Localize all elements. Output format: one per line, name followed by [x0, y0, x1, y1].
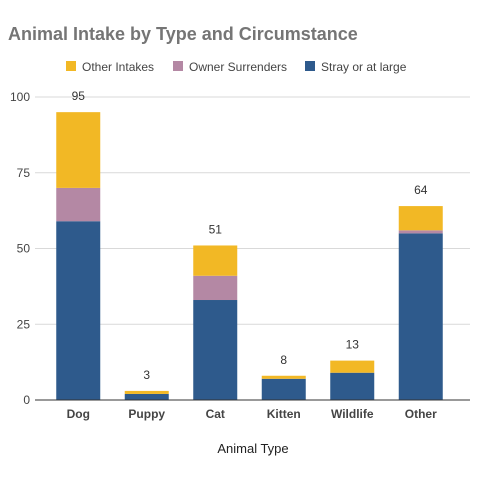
legend-swatch	[305, 61, 315, 71]
total-label: 3	[143, 368, 150, 382]
legend-swatch	[173, 61, 183, 71]
x-axis-ticks: Dog Puppy Cat Kitten Wildlife Other	[67, 407, 437, 421]
x-tick-label: Dog	[67, 407, 90, 421]
y-tick-label: 50	[17, 242, 31, 256]
bar-segment	[398, 230, 443, 234]
bar-segment	[330, 360, 375, 373]
bar-segment	[398, 206, 443, 231]
y-tick-label: 0	[23, 393, 30, 407]
x-tick-label: Other	[405, 407, 437, 421]
y-tick-label: 75	[17, 166, 31, 180]
legend-label: Owner Surrenders	[189, 60, 287, 74]
legend-swatch	[66, 61, 76, 71]
total-label: 8	[280, 353, 287, 367]
legend-label: Other Intakes	[82, 60, 154, 74]
bar-segment	[193, 275, 238, 301]
bar-segment	[330, 372, 375, 400]
y-axis-ticks: 0 25 50 75 100	[10, 90, 30, 407]
legend-label: Stray or at large	[321, 60, 407, 74]
bar-segment	[124, 390, 169, 394]
bar-segment	[56, 187, 101, 222]
bar-segment	[398, 233, 443, 400]
bar-segment	[56, 112, 101, 188]
total-label: 13	[346, 338, 360, 352]
total-label: 64	[414, 183, 428, 197]
total-label: 51	[209, 222, 223, 236]
chart-title: Animal Intake by Type and Circumstance	[8, 24, 358, 44]
x-tick-label: Puppy	[128, 407, 165, 421]
y-tick-label: 25	[17, 317, 31, 331]
bar-segment	[261, 378, 306, 400]
total-labels: 95 3 51 8 13 64	[72, 89, 428, 382]
x-tick-label: Cat	[206, 407, 225, 421]
total-label: 95	[72, 89, 86, 103]
bar-segment	[193, 300, 238, 400]
bar-segment	[124, 393, 169, 400]
y-tick-label: 100	[10, 90, 30, 104]
bar-segment	[56, 221, 101, 400]
legend: Other Intakes Owner Surrenders Stray or at…	[66, 60, 407, 74]
x-axis-label: Animal Type	[217, 441, 288, 456]
bar-segment	[193, 245, 238, 276]
bars	[56, 112, 443, 400]
bar-segment	[261, 375, 306, 379]
x-tick-label: Wildlife	[331, 407, 374, 421]
x-tick-label: Kitten	[267, 407, 301, 421]
gridlines	[35, 96, 470, 325]
